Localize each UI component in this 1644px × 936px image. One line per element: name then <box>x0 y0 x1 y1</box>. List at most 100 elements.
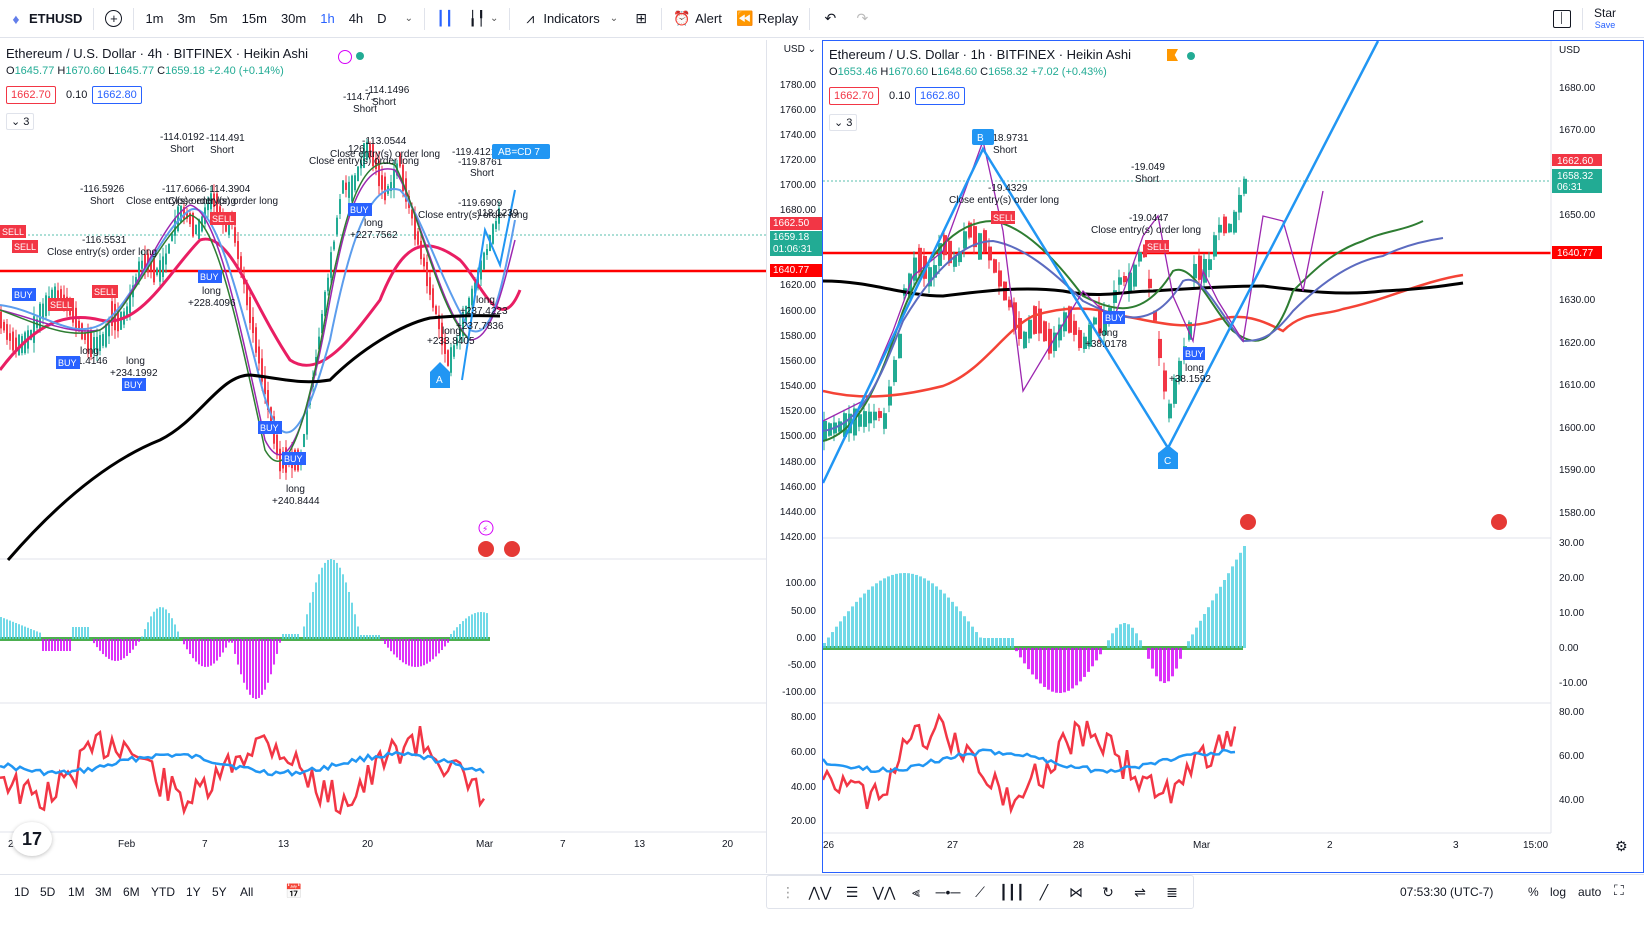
histogram-bar <box>144 629 146 639</box>
range-1d[interactable]: 1D <box>14 885 30 899</box>
histogram-bar <box>871 586 874 648</box>
interval-3m[interactable]: 3m <box>177 11 196 26</box>
pattern-point-c[interactable] <box>1158 445 1178 469</box>
flag-icon[interactable] <box>1167 49 1178 61</box>
candle-body <box>177 206 179 232</box>
indicators-button[interactable]: ⩘ Indicators ⌄ <box>514 0 625 38</box>
candle-body <box>1053 332 1057 352</box>
range-all[interactable]: All <box>240 885 254 899</box>
range-6m[interactable]: 6M <box>123 885 140 899</box>
short-position-icon[interactable]: ≣ <box>1166 883 1178 900</box>
calendar-icon[interactable]: 📅 <box>285 883 303 899</box>
interval-15m[interactable]: 15m <box>241 11 267 26</box>
range-ytd[interactable]: YTD <box>151 885 175 899</box>
horizontal-line-icon[interactable]: ─•─ <box>935 884 961 900</box>
layout-button[interactable]: ⊞ <box>625 0 657 38</box>
fib-spiral-icon[interactable]: ↻ <box>1102 883 1114 900</box>
buy-price-button[interactable]: 1662.80 <box>915 87 965 105</box>
candle-body <box>9 333 11 341</box>
right-chart-canvas[interactable]: -18.9731 Short -19.4329 Close entry(s) o… <box>823 41 1643 872</box>
buy-label-box <box>56 356 80 369</box>
us-flag-event-icon[interactable] <box>504 541 520 557</box>
symbol-search[interactable]: ♦ ETHUSD <box>0 0 89 38</box>
abcd-label-box[interactable] <box>492 144 550 159</box>
histogram-bar <box>1231 566 1234 648</box>
bar-style-button[interactable]: ┃┃ <box>429 0 461 38</box>
histogram-bar <box>943 593 946 648</box>
histogram-bar <box>225 639 227 648</box>
trend-line-icon[interactable]: ⟋ <box>975 883 985 900</box>
interval-1h[interactable]: 1h <box>320 11 335 26</box>
interval-4h[interactable]: 4h <box>348 11 364 26</box>
drag-handle-icon[interactable]: ⋮ <box>781 883 795 900</box>
interval-d[interactable]: D <box>377 11 387 26</box>
pattern-point-a[interactable] <box>430 362 450 388</box>
range-5d[interactable]: 5D <box>40 885 56 899</box>
us-flag-event-icon[interactable] <box>1240 514 1256 530</box>
interval-dropdown[interactable]: ⌄ <box>394 0 420 38</box>
right-price-axis[interactable]: USD 1680.00 1670.00 1650.00 1630.00 1620… <box>1559 45 1596 806</box>
buy-price-button[interactable]: 1662.80 <box>92 86 142 104</box>
chart-title[interactable]: Ethereum / U.S. Dollar · 4h · BITFINEX ·… <box>6 46 308 61</box>
triangle-pattern-icon[interactable]: ⋈ <box>1069 883 1083 900</box>
ray-icon[interactable]: ╱ <box>1039 883 1049 900</box>
chart-type-button[interactable]: ╽╿ ⌄ <box>461 0 505 38</box>
sell-price-button[interactable]: 1662.70 <box>6 86 56 104</box>
pitchfork-icon[interactable]: ⫷ <box>912 883 920 900</box>
clock-timezone[interactable]: 07:53:30 (UTC-7) <box>1400 885 1494 899</box>
save-label: Save <box>1594 19 1616 30</box>
undo-button[interactable]: ↶ <box>814 0 846 38</box>
candle-body <box>978 233 982 260</box>
indicator-collapse-button[interactable]: ⌄ 3 <box>829 114 858 131</box>
candle-body <box>165 253 167 265</box>
range-5y[interactable]: 5Y <box>212 885 227 899</box>
harmonic-pattern-line[interactable] <box>823 41 1380 484</box>
left-chart-pane[interactable]: -116.5926 Short -114.0192 Short -114.491… <box>0 40 766 873</box>
ma-line-purple <box>0 168 516 456</box>
percent-toggle[interactable]: % <box>1528 885 1539 899</box>
interval-1m[interactable]: 1m <box>145 11 164 26</box>
tradingview-logo[interactable]: 17 <box>12 822 52 856</box>
range-1m[interactable]: 1M <box>68 885 85 899</box>
sell-price-button[interactable]: 1662.70 <box>829 87 879 105</box>
compare-button[interactable]: + <box>98 0 129 38</box>
gear-icon[interactable]: ⚙ <box>1615 838 1628 854</box>
panel-toggle-button[interactable]: │ <box>1546 0 1578 38</box>
left-chart-canvas[interactable]: -116.5926 Short -114.0192 Short -114.491… <box>0 40 766 873</box>
abcd-pattern-icon[interactable]: ⋁⋀ <box>872 883 896 900</box>
candle-body <box>414 212 416 240</box>
lightning-event-icon[interactable] <box>478 520 494 536</box>
auto-toggle[interactable]: auto <box>1578 885 1602 899</box>
eye-icon[interactable] <box>338 50 352 64</box>
interval-30m[interactable]: 30m <box>280 11 307 26</box>
bars-pattern-icon[interactable]: ┃┃┃ <box>999 883 1025 900</box>
redo-button[interactable]: ↷ <box>846 0 878 38</box>
xabcd-pattern-icon[interactable]: ⋀⋁ <box>808 883 832 900</box>
alert-button[interactable]: ⏰ Alert <box>666 0 729 38</box>
range-3m[interactable]: 3M <box>95 885 112 899</box>
sell-label-box <box>210 212 236 225</box>
candle-body <box>321 313 323 334</box>
log-toggle[interactable]: log <box>1550 885 1567 899</box>
right-chart-pane[interactable]: -18.9731 Short -19.4329 Close entry(s) o… <box>822 40 1644 873</box>
save-button[interactable]: Star Save <box>1587 0 1644 38</box>
time-tick: 13 <box>278 839 290 850</box>
us-flag-event-icon[interactable] <box>1491 514 1507 530</box>
fib-retracement-icon[interactable]: ☰ <box>845 883 859 900</box>
left-price-axis[interactable]: USD ⌄ 1780.00 1760.00 1740.00 1720.00 17… <box>766 40 822 873</box>
fullscreen-icon[interactable]: ⛶ <box>1614 882 1624 898</box>
us-flag-event-icon[interactable] <box>478 541 494 557</box>
histogram-bar <box>210 639 212 666</box>
pattern-point-b[interactable] <box>972 129 994 145</box>
interval-5m[interactable]: 5m <box>209 11 228 26</box>
currency-label[interactable]: USD ⌄ <box>783 44 816 55</box>
indicator-collapse-button[interactable]: ⌄ 3 <box>6 113 35 130</box>
replay-button[interactable]: ⏪ Replay <box>729 0 805 38</box>
range-1y[interactable]: 1Y <box>186 885 201 899</box>
annotation-close: Close entry(s) order long <box>309 156 419 167</box>
long-position-icon[interactable]: ⇌ <box>1134 883 1146 900</box>
abcd-pattern-line[interactable] <box>461 189 516 381</box>
chart-title[interactable]: Ethereum / U.S. Dollar · 1h · BITFINEX ·… <box>829 47 1131 62</box>
candle-body <box>993 259 997 273</box>
histogram-bar <box>36 631 38 639</box>
